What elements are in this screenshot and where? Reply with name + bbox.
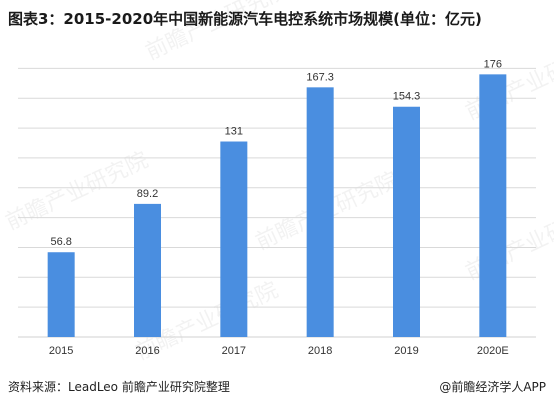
x-tick-2020E: 2020E [477, 345, 509, 357]
data-label-2018: 167.3 [306, 71, 334, 83]
bar-2018 [306, 87, 334, 338]
bar-2019 [393, 106, 420, 337]
watermark-text: 前瞻产业研究院 [462, 198, 554, 286]
watermark-text: 前瞻产业研究院 [2, 148, 152, 236]
data-label-2015: 56.8 [50, 236, 71, 248]
credit-note: @前瞻经济学人APP [439, 380, 546, 394]
x-tick-2018: 2018 [308, 345, 332, 357]
bar-2020E [479, 74, 507, 337]
watermark-text: 前瞻产业研究院 [142, 0, 292, 65]
source-note: 资料来源：LeadLeo 前瞻产业研究院整理 [8, 380, 230, 394]
x-tick-labels-layer: 2015 2016 2017 2018 2019 2020E [49, 345, 509, 357]
data-label-2016: 89.2 [137, 188, 158, 200]
bar-2015 [47, 252, 75, 337]
x-tick-2016: 2016 [135, 345, 159, 357]
watermark-layer: 前瞻产业研究院前瞻产业研究院前瞻产业研究院前瞻产业研究院前瞻产业研究院前瞻产业研… [2, 0, 554, 365]
data-label-2020E: 176 [484, 58, 502, 70]
bar-2016 [134, 203, 161, 337]
data-label-2017: 131 [225, 126, 243, 138]
x-tick-2017: 2017 [222, 345, 246, 357]
bar-2017 [220, 141, 248, 337]
watermark-text: 前瞻产业研究院 [462, 38, 554, 126]
x-tick-2015: 2015 [49, 345, 73, 357]
data-labels-layer: 56.8 89.2 131 167.3 154.3 176 [50, 58, 502, 248]
data-label-2019: 154.3 [393, 91, 421, 103]
chart-title: 图表3：2015-2020年中国新能源汽车电控系统市场规模(单位：亿元) [8, 10, 482, 28]
bars-layer [47, 74, 507, 338]
grid-layer [18, 67, 536, 338]
x-tick-2019: 2019 [394, 345, 418, 357]
